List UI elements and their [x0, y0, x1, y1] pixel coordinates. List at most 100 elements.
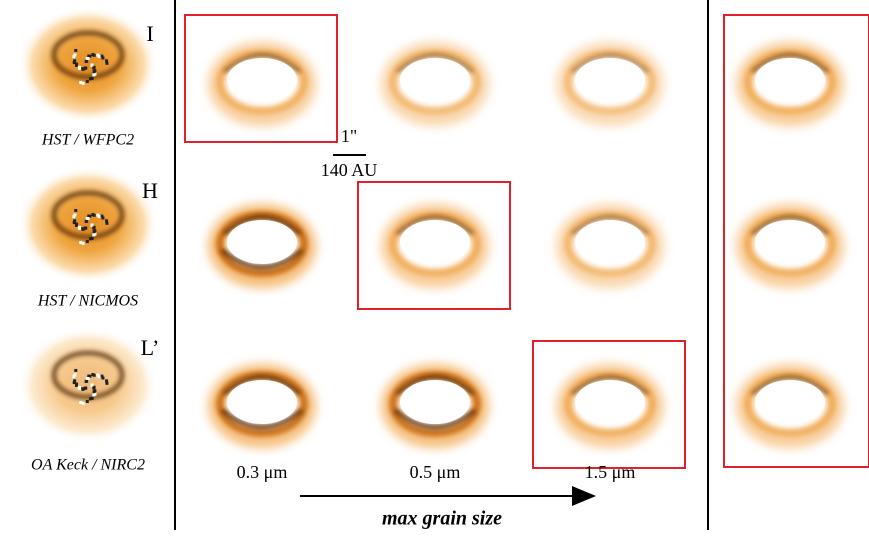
noise	[83, 66, 87, 70]
scale-distance: 140 AU	[321, 160, 378, 180]
ring-image	[556, 42, 664, 126]
ring-hole	[227, 58, 297, 102]
grain-size-label: 0.3 μm	[237, 462, 288, 482]
noise	[73, 373, 77, 377]
ring-edge	[220, 248, 304, 270]
ring-hole	[755, 58, 825, 102]
ring-hole	[575, 220, 645, 264]
noise	[79, 401, 83, 405]
noise	[75, 222, 79, 226]
noise	[97, 214, 101, 218]
noise	[75, 224, 79, 228]
ring-hole	[400, 58, 470, 102]
observed-images	[18, 7, 158, 443]
band-label: L’	[141, 335, 160, 360]
instrument-label: HST / NICMOS	[37, 293, 138, 310]
noise	[73, 53, 77, 57]
ring-hole	[400, 220, 470, 264]
noise	[75, 382, 79, 386]
ring-image	[208, 42, 316, 126]
noise	[72, 221, 76, 225]
ring-body	[389, 211, 481, 277]
noise	[77, 385, 81, 389]
ring-hole	[575, 380, 645, 424]
ring-edge	[393, 408, 477, 430]
noise	[83, 386, 87, 390]
noise	[88, 54, 92, 58]
ring-body	[744, 211, 836, 277]
noise	[105, 59, 109, 63]
noise	[105, 219, 109, 223]
noise	[81, 241, 85, 245]
ring-hole	[755, 220, 825, 264]
ring-body	[744, 371, 836, 437]
noise	[88, 397, 92, 401]
noise	[85, 379, 89, 383]
noise	[77, 65, 81, 69]
scale-angle: 1"	[341, 126, 357, 146]
noise	[90, 384, 94, 388]
model-images	[208, 42, 844, 448]
ring-body	[564, 211, 656, 277]
ring-hole	[227, 220, 297, 264]
noise	[92, 53, 96, 57]
noise	[86, 377, 90, 380]
observed-image	[18, 7, 158, 123]
grain-size-label: 0.5 μm	[410, 462, 461, 482]
ring-edge	[223, 53, 301, 74]
ring-image	[736, 204, 844, 288]
noise	[81, 227, 85, 231]
disk	[18, 327, 158, 443]
ring-edge	[220, 408, 304, 430]
noise	[92, 386, 96, 390]
noise	[97, 54, 101, 58]
noise	[73, 219, 77, 223]
noise	[92, 66, 96, 70]
band-label: H	[142, 178, 158, 203]
noise	[101, 56, 105, 60]
noise	[74, 208, 78, 212]
noise	[92, 70, 96, 74]
noise	[75, 64, 79, 68]
noise	[75, 62, 79, 66]
ring-edge	[223, 215, 301, 236]
ring-body	[564, 371, 656, 437]
disk	[18, 167, 158, 283]
disk-edge	[51, 30, 125, 80]
noise	[88, 77, 92, 81]
disk-edge	[51, 190, 125, 240]
ring-image	[381, 42, 489, 126]
ring-hole	[755, 380, 825, 424]
ring-image	[736, 42, 844, 126]
ring-body	[389, 49, 481, 115]
noise	[74, 48, 78, 52]
noise	[92, 233, 96, 237]
ring-hole	[227, 380, 297, 424]
noise	[90, 236, 94, 240]
ring-edge	[571, 375, 649, 396]
noise	[85, 399, 89, 403]
ring-edge	[751, 53, 829, 74]
noise	[72, 375, 76, 379]
noise	[105, 61, 109, 65]
noise	[101, 216, 105, 220]
disk-edge	[51, 350, 125, 400]
noise	[85, 79, 89, 83]
highlight-box	[184, 14, 338, 143]
noise	[105, 381, 109, 385]
ring-edge	[751, 375, 829, 396]
band-label: I	[146, 21, 153, 46]
ring-image	[556, 204, 664, 288]
ring-image	[208, 204, 316, 288]
noise	[88, 214, 92, 218]
noise	[92, 393, 96, 397]
noise	[88, 237, 92, 241]
noise	[81, 401, 85, 405]
noise	[100, 374, 104, 378]
ring-edge	[396, 375, 474, 396]
ring-body	[744, 49, 836, 115]
ring-body	[216, 49, 308, 115]
instrument-label: OA Keck / NIRC2	[31, 457, 145, 474]
ring-image	[381, 204, 489, 288]
noise	[92, 73, 96, 77]
